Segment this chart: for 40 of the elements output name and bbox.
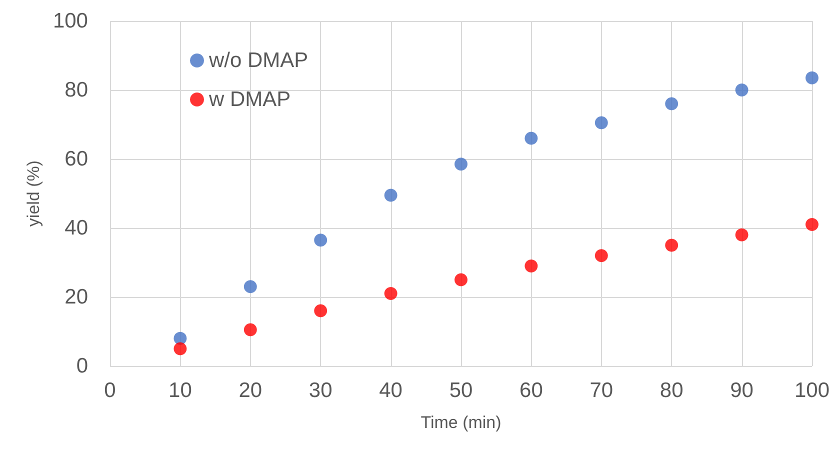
point [244,280,257,294]
point [384,287,398,300]
x-tick-label: 10 [168,379,192,402]
x-tick-label: 0 [104,379,116,402]
point [806,71,818,84]
point [665,238,678,252]
x-tick-label: 50 [449,379,473,402]
point [594,249,608,262]
x-axis-title: Time (min) [420,413,502,432]
x-tick-label: 30 [308,379,332,402]
x-tick-label: 70 [590,379,614,402]
x-tick-label: 60 [520,379,543,402]
y-tick-label: 20 [64,286,88,308]
x-tick-label: 80 [660,379,684,402]
point [524,132,538,145]
point [384,188,398,202]
y-tick-label: 40 [64,216,88,240]
point [174,342,187,356]
y-axis-title: yield (%) [24,160,44,227]
legend-label: w DMAP [208,88,291,111]
point [665,97,678,110]
point [524,259,538,272]
point [735,84,748,96]
point [454,158,468,171]
point [594,116,608,130]
y-tick-label: 80 [64,78,88,102]
y-tick-label: 0 [76,354,88,378]
y-tick-label: 60 [64,148,88,170]
x-tick-label: 90 [730,379,754,402]
point [806,218,818,232]
x-tick-label: 20 [238,379,262,402]
x-tick-label: 100 [794,379,830,402]
point [735,228,748,242]
point [454,273,468,286]
point [314,304,328,318]
point [314,234,328,247]
legend-label: w/o DMAP [208,49,308,72]
x-tick-label: 40 [379,379,402,402]
point [244,323,257,336]
y-tick-label: 100 [52,10,88,32]
